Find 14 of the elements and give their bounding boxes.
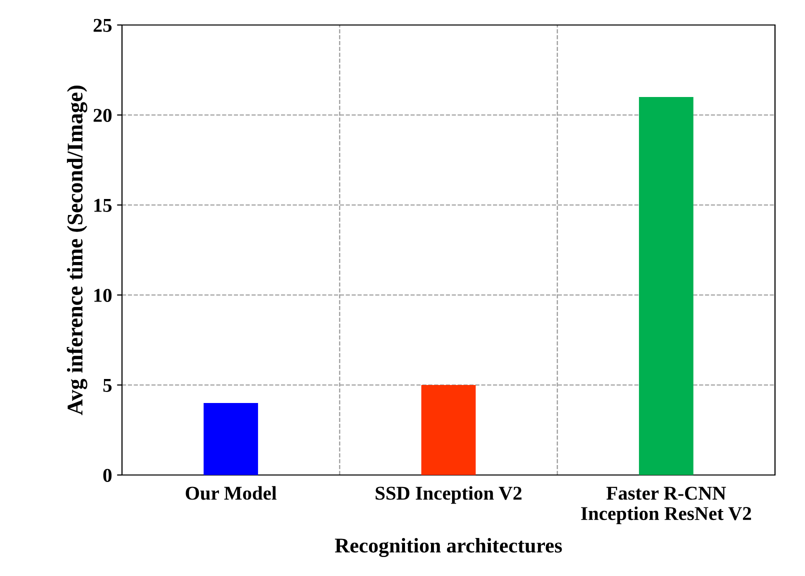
y-axis-title: Avg inference time (Second/Image) — [66, 86, 88, 416]
y-tick-label: 10 — [94, 288, 112, 302]
x-tick-label: Our Model — [186, 486, 277, 500]
y-tick-label: 5 — [103, 379, 112, 392]
y-tick-label: 15 — [94, 198, 112, 212]
x-tick-label: Faster R-CNN Inception ResNet V2 — [581, 486, 752, 524]
bar — [204, 403, 258, 475]
x-axis-title: Recognition architectures — [334, 538, 562, 558]
y-tick-label: 0 — [103, 468, 112, 482]
bar — [638, 97, 694, 475]
y-tick-label: 20 — [94, 108, 112, 122]
bar — [421, 385, 476, 475]
y-tick-label: 25 — [94, 18, 112, 32]
x-tick-label: SSD Inception V2 — [376, 486, 522, 504]
